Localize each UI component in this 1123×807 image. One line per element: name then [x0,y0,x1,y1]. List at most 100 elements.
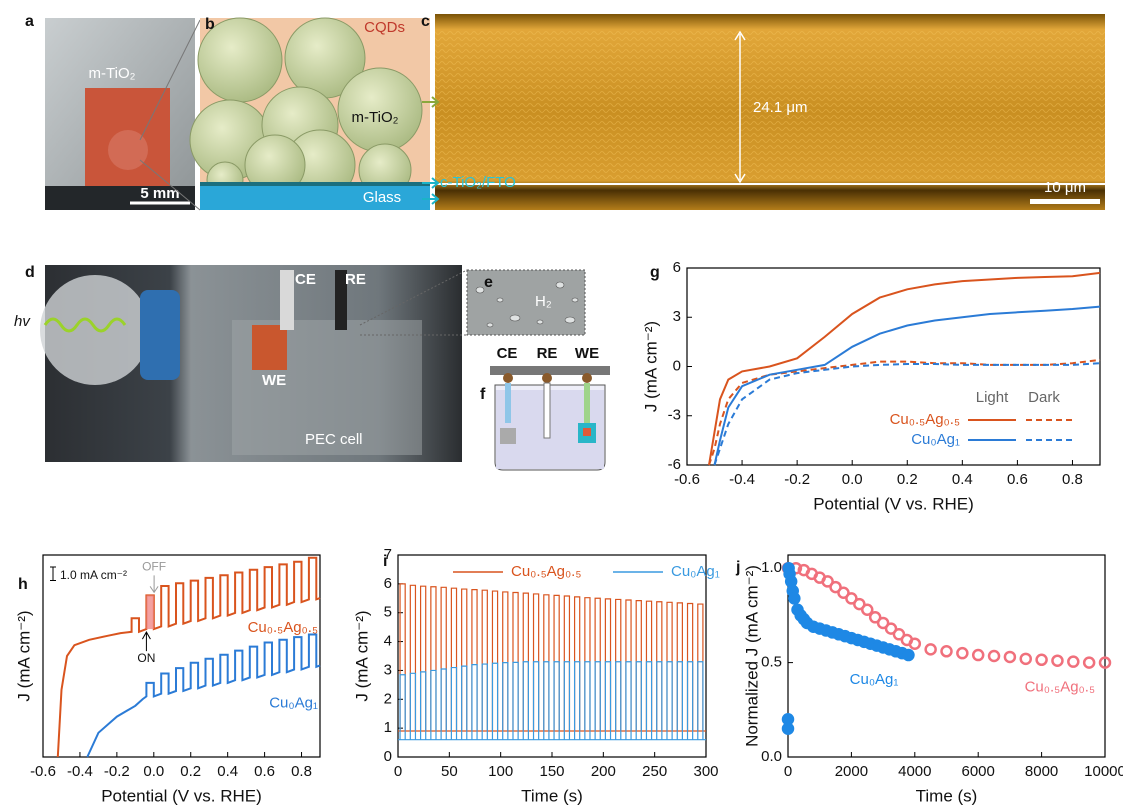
cell-label: PEC cell [305,431,363,448]
pulse [677,603,682,731]
pulse [451,588,456,731]
pulse [503,663,508,740]
glass-label: Glass [363,189,401,206]
legend-label: Cu₀Ag₁ [671,563,720,580]
scale-label: 10 μm [1044,179,1086,196]
pulse [482,590,487,731]
pulse [451,668,456,740]
pulse [688,603,693,731]
x-tick-label: 6000 [962,763,995,780]
x-tick-label: 0.2 [180,763,201,780]
panel-label: j [735,559,740,576]
electrode-label: WE [575,345,599,362]
pulse [646,601,651,731]
x-tick-label: 0.4 [217,763,238,780]
pulse [534,594,539,731]
pulse [657,602,662,731]
y-tick-label: 1 [384,719,392,736]
pulse [698,662,703,740]
highlight [146,595,153,629]
panel-label: f [480,386,486,403]
pulse [421,672,426,740]
thickness-label: 24.1 μm [753,99,808,116]
pulse [667,662,672,740]
y-tick-label: 3 [384,661,392,678]
y-tick-label: 3 [673,308,681,325]
pulse [472,590,477,731]
page: Figure {"panels": { "a": {"label": "a", … [0,0,1123,807]
figure: 5 mm m-TiO₂ a CQDs m-TiO₂ Glass b 24.1 μ… [0,0,1123,807]
electrode-label: RE [345,271,366,288]
pulse [585,662,590,740]
x-tick-label: 150 [539,763,564,780]
data-point [903,650,913,660]
x-tick-label: 100 [488,763,513,780]
lamp [40,275,150,385]
data-point [783,714,793,724]
pulse [441,669,446,740]
panel-c: 24.1 μm 10 μm c c-TiO₂/FTO [421,13,1105,210]
pulse [616,599,621,731]
x-tick-label: 0.2 [897,471,918,488]
panel-label: g [650,264,660,281]
pulse [575,597,580,731]
pulse [595,598,600,731]
scale-bar [50,567,56,580]
pulse [626,600,631,731]
legend-header: Dark [1028,389,1060,406]
ctio2-layer [200,182,430,186]
pulse [585,598,590,731]
panel-label: e [484,274,493,291]
pulse [400,584,405,731]
electrode-label: CE [497,345,518,362]
x-axis-title: Potential (V vs. RHE) [101,786,262,805]
y-tick-label: 6 [384,575,392,592]
data-line [58,558,320,757]
x-tick-label: 0.8 [291,763,312,780]
data-point [973,650,983,660]
y-axis-title: J (mA cm⁻²) [641,321,660,412]
pulse [698,604,703,731]
film-label: m-TiO₂ [352,109,399,126]
x-tick-label: 10000 [1084,763,1123,780]
data-line [715,307,1101,465]
data-point [926,644,936,654]
x-tick-label: 0.8 [1062,471,1083,488]
x-tick-label: 0.6 [1007,471,1028,488]
x-tick-label: -0.6 [30,763,56,780]
pulse [534,662,539,740]
pulse [595,662,600,740]
y-tick-label: -6 [668,456,681,473]
lamp-fitting [140,290,180,380]
panel-label: h [18,576,28,593]
electrode-label: RE [537,345,558,362]
plot-frame [398,555,706,757]
x-axis-title: Time (s) [916,786,978,805]
pulse [544,595,549,731]
x-tick-label: -0.6 [674,471,700,488]
y-tick-label: 2 [384,690,392,707]
legend-label: Cu₀Ag₁ [911,431,960,448]
series-label: Cu₀.₅Ag₀.₅ [1025,679,1095,696]
legend-header: Light [976,389,1009,406]
legend-label: Cu₀.₅Ag₀.₅ [511,563,581,580]
film-label: m-TiO₂ [89,65,136,82]
annotation: OFF [142,560,166,574]
cqd-label: CQDs [364,19,405,36]
pulse [636,662,641,740]
x-tick-label: 8000 [1025,763,1058,780]
y-tick-label: 0.0 [761,748,782,765]
pulse [503,592,508,731]
pulse [441,587,446,731]
data-point [1068,657,1078,667]
scale-label: 1.0 mA cm⁻² [60,568,127,582]
annotation-arrow [150,575,158,592]
x-axis-title: Potential (V vs. RHE) [813,494,974,513]
pulse [431,587,436,731]
panel-e: H₂ e [467,270,585,335]
pulse [667,602,672,731]
pulse [431,670,436,739]
y-tick-label: 0.5 [761,654,782,671]
data-point [1084,658,1094,668]
x-tick-label: 0.0 [842,471,863,488]
